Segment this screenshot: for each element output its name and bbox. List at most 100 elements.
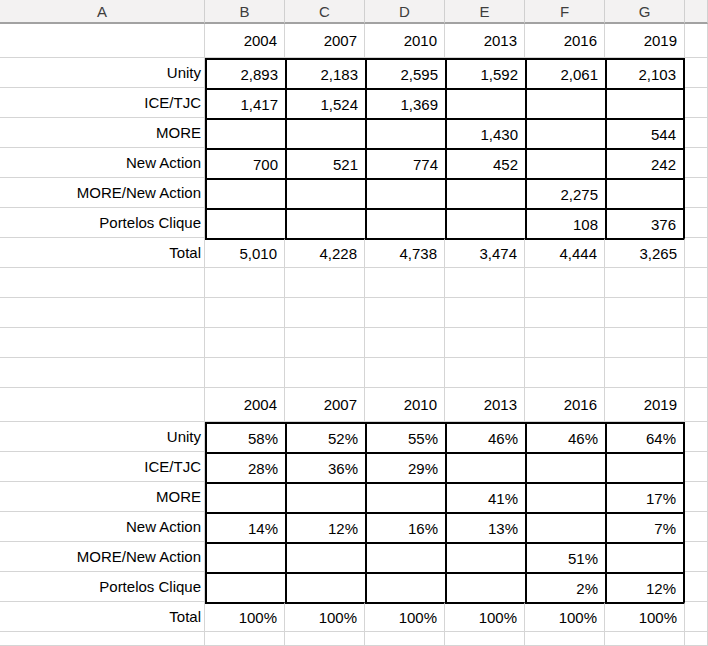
row-label-cell[interactable]: New Action (0, 148, 205, 178)
blank-cell[interactable] (445, 328, 525, 358)
row-label-cell[interactable]: Unity (0, 422, 205, 452)
value-cell[interactable]: 7% (605, 512, 685, 542)
value-cell[interactable]: 14% (205, 512, 285, 542)
row-label-cell[interactable]: Portelos Clique (0, 208, 205, 238)
value-cell[interactable] (445, 572, 525, 602)
row-label-cell[interactable]: MORE/New Action (0, 178, 205, 208)
column-header-d[interactable]: D (365, 0, 445, 24)
value-cell[interactable] (205, 118, 285, 148)
blank-cell[interactable] (685, 482, 708, 512)
value-cell[interactable]: 1,430 (445, 118, 525, 148)
value-cell[interactable] (285, 208, 365, 238)
year-header-cell[interactable]: 2016 (525, 24, 605, 58)
value-cell[interactable] (365, 542, 445, 572)
blank-cell[interactable] (685, 148, 708, 178)
row-label-cell[interactable]: ICE/TJC (0, 452, 205, 482)
value-cell[interactable] (525, 482, 605, 512)
value-cell[interactable] (525, 88, 605, 118)
blank-cell[interactable] (685, 58, 708, 88)
value-cell[interactable]: 2,893 (205, 58, 285, 88)
value-cell[interactable] (525, 452, 605, 482)
value-cell[interactable] (605, 178, 685, 208)
blank-cell[interactable] (685, 24, 708, 58)
blank-cell[interactable] (685, 632, 708, 646)
blank-cell[interactable] (0, 268, 205, 298)
blank-cell[interactable] (285, 328, 365, 358)
blank-cell[interactable] (0, 328, 205, 358)
blank-cell[interactable] (525, 632, 605, 646)
blank-cell[interactable] (365, 358, 445, 388)
row-label-cell[interactable]: Unity (0, 58, 205, 88)
value-cell[interactable]: 41% (445, 482, 525, 512)
value-cell[interactable] (365, 118, 445, 148)
value-cell[interactable]: 108 (525, 208, 605, 238)
value-cell[interactable]: 2,183 (285, 58, 365, 88)
value-cell[interactable] (365, 572, 445, 602)
blank-cell[interactable] (205, 298, 285, 328)
year-header-cell[interactable]: 2004 (205, 24, 285, 58)
value-cell[interactable] (445, 178, 525, 208)
value-cell[interactable]: 2,595 (365, 58, 445, 88)
value-cell[interactable]: 521 (285, 148, 365, 178)
blank-cell[interactable] (685, 268, 708, 298)
total-row-label-cell[interactable]: Total (0, 602, 205, 632)
blank-cell[interactable] (365, 268, 445, 298)
value-cell[interactable] (205, 572, 285, 602)
value-cell[interactable]: 12% (605, 572, 685, 602)
value-cell[interactable] (285, 482, 365, 512)
value-cell[interactable]: 58% (205, 422, 285, 452)
value-cell[interactable]: 46% (445, 422, 525, 452)
year-header-cell[interactable]: 2019 (605, 24, 685, 58)
value-cell[interactable] (205, 208, 285, 238)
value-cell[interactable] (525, 148, 605, 178)
value-cell[interactable]: 36% (285, 452, 365, 482)
column-header-b[interactable]: B (205, 0, 285, 24)
row-label-cell[interactable]: ICE/TJC (0, 88, 205, 118)
blank-cell[interactable] (365, 632, 445, 646)
blank-cell[interactable] (685, 358, 708, 388)
value-cell[interactable]: 242 (605, 148, 685, 178)
blank-cell[interactable] (205, 632, 285, 646)
blank-cell[interactable] (445, 358, 525, 388)
value-cell[interactable]: 452 (445, 148, 525, 178)
blank-cell[interactable] (205, 328, 285, 358)
blank-cell[interactable] (285, 268, 365, 298)
value-cell[interactable]: 52% (285, 422, 365, 452)
blank-cell[interactable] (205, 268, 285, 298)
blank-cell[interactable] (685, 572, 708, 602)
value-cell[interactable]: 1,369 (365, 88, 445, 118)
total-value-cell[interactable]: 100% (605, 602, 685, 632)
value-cell[interactable]: 16% (365, 512, 445, 542)
year-header-cell[interactable]: 2013 (445, 388, 525, 422)
blank-cell[interactable] (285, 358, 365, 388)
value-cell[interactable] (445, 208, 525, 238)
blank-cell[interactable] (445, 268, 525, 298)
blank-cell[interactable] (685, 238, 708, 268)
blank-cell[interactable] (0, 388, 205, 422)
blank-cell[interactable] (685, 542, 708, 572)
value-cell[interactable] (205, 178, 285, 208)
blank-cell[interactable] (605, 268, 685, 298)
value-cell[interactable]: 2,103 (605, 58, 685, 88)
value-cell[interactable] (605, 452, 685, 482)
total-value-cell[interactable]: 4,444 (525, 238, 605, 268)
value-cell[interactable]: 13% (445, 512, 525, 542)
value-cell[interactable] (525, 118, 605, 148)
value-cell[interactable]: 700 (205, 148, 285, 178)
blank-cell[interactable] (605, 632, 685, 646)
total-value-cell[interactable]: 3,265 (605, 238, 685, 268)
value-cell[interactable] (445, 88, 525, 118)
year-header-cell[interactable]: 2010 (365, 388, 445, 422)
blank-cell[interactable] (365, 328, 445, 358)
blank-cell[interactable] (605, 328, 685, 358)
total-value-cell[interactable]: 5,010 (205, 238, 285, 268)
blank-cell[interactable] (685, 328, 708, 358)
blank-cell[interactable] (685, 422, 708, 452)
year-header-cell[interactable]: 2007 (285, 24, 365, 58)
blank-cell[interactable] (685, 88, 708, 118)
blank-cell[interactable] (525, 268, 605, 298)
value-cell[interactable] (285, 178, 365, 208)
value-cell[interactable] (605, 542, 685, 572)
value-cell[interactable] (285, 118, 365, 148)
value-cell[interactable]: 1,592 (445, 58, 525, 88)
